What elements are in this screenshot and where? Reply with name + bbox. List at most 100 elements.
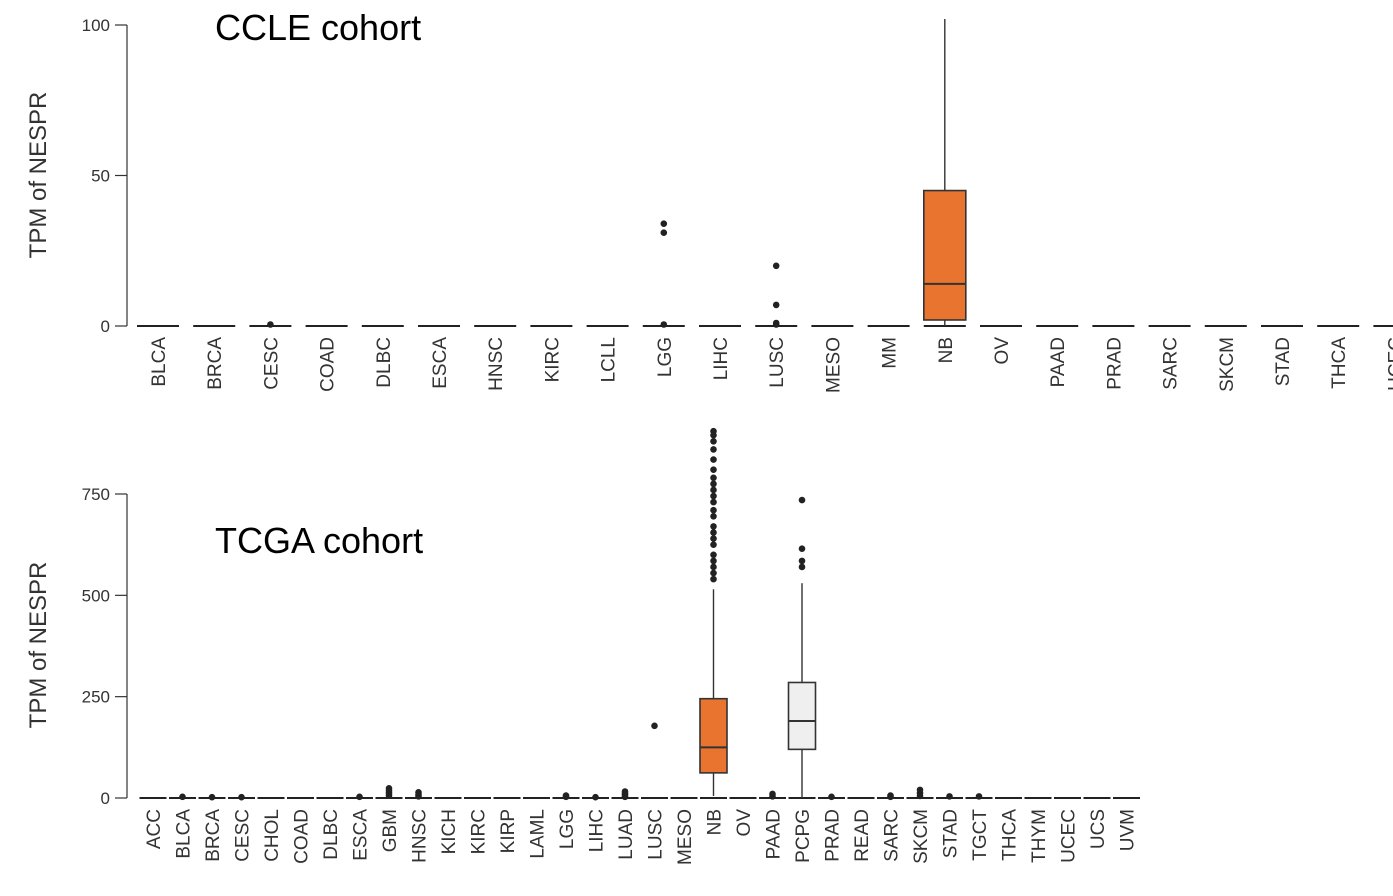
- tcga-x-tick-label: CESC: [233, 809, 254, 862]
- tcga-outlier-lusc: [651, 722, 658, 730]
- tcga-outlier-hnsc: [415, 793, 422, 800]
- tcga-outlier-pcpg: [798, 563, 806, 571]
- tcga-outlier-nb: [710, 506, 717, 514]
- tcga-x-tick-label: SKCM: [911, 809, 932, 864]
- tcga-box-nb-detail: [699, 589, 728, 796]
- tcga-panel: TCGA cohort TPM of NESPR 0 250 500 750 ACC BL…: [25, 427, 1140, 865]
- tcga-x-tick-label: UCS: [1088, 809, 1109, 849]
- tcga-x-tick-label: SARC: [882, 809, 903, 862]
- ccle-x-tick-label: SKCM: [1217, 337, 1238, 392]
- tcga-outlier-nb: [710, 512, 717, 520]
- tcga-outlier-nb: [710, 456, 717, 463]
- ccle-x-tick-label: THCA: [1329, 337, 1350, 389]
- box-iqr: [699, 697, 728, 774]
- ccle-outlier-lgg: [660, 220, 668, 227]
- tcga-x-tick-label: UCEC: [1059, 809, 1080, 863]
- tcga-x-tick-label: PCPG: [793, 809, 814, 863]
- ccle-y-tick-label: 0: [101, 317, 110, 336]
- ccle-x-tick-label: KIRC: [542, 337, 563, 382]
- tcga-outlier-nb: [710, 446, 717, 453]
- tcga-outlier-skcm: [916, 792, 924, 800]
- tcga-outlier-nb: [710, 541, 717, 548]
- ccle-x-tick-label: DLBC: [374, 337, 395, 388]
- ccle-panel: CCLE cohort TPM of NESPR 0 50 100 BLCA BRCA C…: [25, 7, 1393, 393]
- tcga-x-tick-label: PAAD: [764, 809, 785, 859]
- ccle-x-tick-label: PRAD: [1104, 337, 1125, 390]
- tcga-x-tick-label: LGG: [557, 809, 578, 849]
- tcga-outlier-nb: [710, 551, 717, 559]
- ccle-x-tick-label: BLCA: [149, 337, 170, 387]
- tcga-outlier-nb: [710, 557, 717, 565]
- tcga-x-tick-label: KIRP: [498, 809, 519, 853]
- tcga-x-tick-label: MESO: [675, 809, 696, 865]
- tcga-x-tick-label: THYM: [1029, 809, 1050, 863]
- ccle-cohort-title: CCLE cohort: [215, 7, 421, 48]
- ccle-outlier-cesc: [267, 321, 274, 328]
- ccle-x-tick-label: CESC: [261, 337, 282, 390]
- tcga-outlier-nb: [710, 486, 717, 494]
- tcga-outlier-prad: [828, 793, 835, 801]
- tcga-x-tick-label: LUSC: [646, 809, 667, 860]
- tcga-x-tick-label: READ: [852, 809, 873, 862]
- tcga-outlier-lgg: [562, 793, 570, 801]
- ccle-y-tick-label: 100: [82, 16, 110, 35]
- tcga-x-tick-label: LAML: [528, 809, 549, 859]
- tcga-y-tick-label: 0: [101, 789, 110, 808]
- tcga-box-pcpg-detail: [787, 583, 817, 798]
- ccle-outlier-lusc: [772, 301, 780, 309]
- box-iqr: [922, 189, 967, 321]
- ccle-box-nb-detail: [922, 18, 967, 326]
- tcga-outlier-nb: [710, 466, 717, 473]
- tcga-x-tick-label: DLBC: [321, 809, 342, 860]
- ccle-outlier-lgg: [660, 229, 668, 236]
- ccle-outlier-lusc: [772, 321, 780, 328]
- ccle-x-tick-label: LIHC: [711, 337, 732, 380]
- ccle-y-axis-title: TPM of NESPR: [25, 92, 52, 259]
- tcga-outlier-nb: [710, 438, 717, 445]
- tcga-outlier-nb: [710, 492, 717, 500]
- tcga-outlier-stad: [946, 793, 953, 800]
- tcga-outlier-nb: [710, 575, 717, 583]
- tcga-outlier-pcpg: [798, 557, 806, 565]
- tcga-outlier-luad: [621, 793, 629, 801]
- tcga-x-tick-label: STAD: [941, 809, 962, 858]
- tcga-x-tick-label: KIRC: [469, 809, 490, 854]
- tcga-x-tick-label: GBM: [380, 809, 401, 852]
- ccle-x-tick-label: HNSC: [486, 337, 507, 391]
- tcga-x-tick-label: THCA: [1000, 809, 1021, 861]
- ccle-x-tick-label: UCEC: [1385, 337, 1393, 391]
- tcga-x-tick-label: BLCA: [174, 809, 195, 859]
- tcga-x-tick-label: ACC: [144, 809, 165, 849]
- tcga-y-tick-label: 750: [82, 485, 110, 504]
- tcga-x-tick-label: OV: [734, 809, 755, 837]
- tcga-cohort-title: TCGA cohort: [215, 520, 423, 561]
- tcga-outlier-esca: [356, 793, 363, 801]
- tcga-x-tick-label: LUAD: [616, 809, 637, 860]
- ccle-x-tick-label: MM: [880, 337, 901, 369]
- tcga-x-tick-label: TGCT: [970, 809, 991, 861]
- tcga-y-axis-title: TPM of NESPR: [25, 562, 52, 729]
- tcga-y-tick-label: 500: [82, 586, 110, 605]
- tcga-outlier-nb: [710, 529, 717, 536]
- ccle-outlier-lusc: [772, 262, 780, 270]
- tcga-x-tick-label: KICH: [439, 809, 460, 854]
- tcga-outlier-nb: [710, 480, 717, 488]
- ccle-x-tick-label: ESCA: [430, 337, 451, 389]
- tcga-outlier-nb: [710, 431, 717, 439]
- tcga-x-tick-label: NB: [705, 809, 726, 835]
- ccle-x-tick-label: SARC: [1161, 337, 1182, 390]
- tcga-outlier-paad: [769, 793, 776, 800]
- tcga-outlier-nb: [710, 498, 717, 506]
- box-iqr: [787, 681, 817, 751]
- tcga-outlier-pcpg: [798, 496, 806, 504]
- tcga-outlier-nb: [710, 563, 717, 571]
- tcga-outlier-nb: [710, 474, 717, 482]
- ccle-y-tick-label: 50: [91, 167, 110, 186]
- tcga-x-tick-label: CHOL: [262, 809, 283, 862]
- ccle-x-tick-label: MESO: [823, 337, 844, 393]
- tcga-outlier-sarc: [887, 793, 894, 801]
- ccle-x-tick-label: PAAD: [1048, 337, 1069, 387]
- tcga-outlier-gbm: [385, 792, 393, 799]
- ccle-x-tick-label: LCLL: [599, 337, 620, 382]
- ccle-x-tick-label: BRCA: [205, 337, 226, 390]
